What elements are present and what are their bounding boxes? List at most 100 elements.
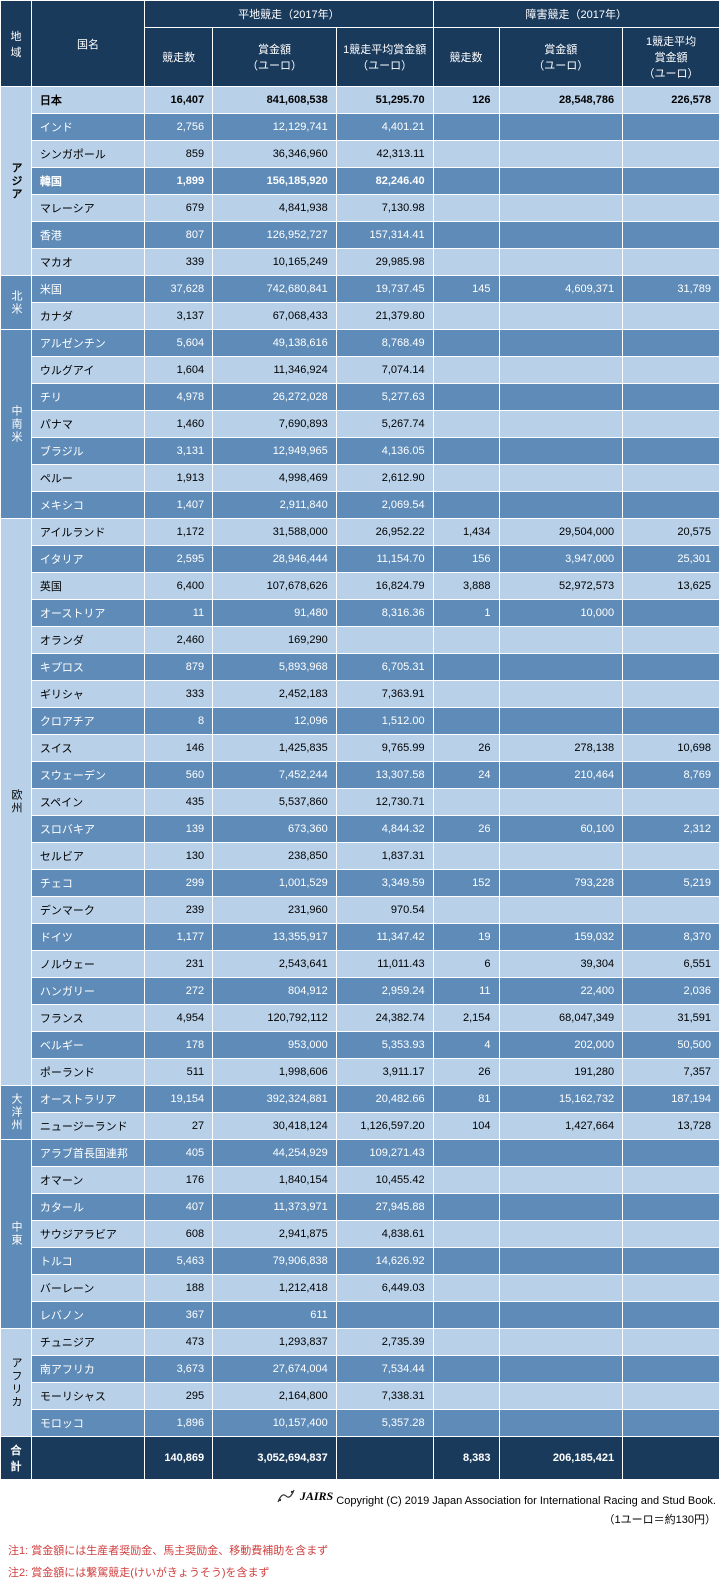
country-cell: ブラジル: [31, 438, 144, 465]
value-cell: [623, 600, 720, 627]
value-cell: [433, 1140, 499, 1167]
table-row: 北米米国37,628742,680,84119,737.451454,609,3…: [1, 276, 720, 303]
value-cell: 7,357: [623, 1059, 720, 1086]
country-cell: スイス: [31, 735, 144, 762]
value-cell: 1,427,664: [499, 1113, 623, 1140]
value-cell: [623, 168, 720, 195]
country-cell: オランダ: [31, 627, 144, 654]
value-cell: 5,463: [145, 1248, 213, 1275]
value-cell: 793,228: [499, 870, 623, 897]
value-cell: 953,000: [213, 1032, 337, 1059]
value-cell: 31,789: [623, 276, 720, 303]
value-cell: 2,460: [145, 627, 213, 654]
country-cell: オーストラリア: [31, 1086, 144, 1113]
value-cell: 26: [433, 816, 499, 843]
country-cell: キプロス: [31, 654, 144, 681]
value-cell: 2,543,641: [213, 951, 337, 978]
value-cell: [499, 1329, 623, 1356]
value-cell: [433, 249, 499, 276]
value-cell: [433, 303, 499, 330]
table-row: スウェーデン5607,452,24413,307.5824210,4648,76…: [1, 762, 720, 789]
value-cell: 202,000: [499, 1032, 623, 1059]
total-value: [623, 1437, 720, 1480]
country-cell: フランス: [31, 1005, 144, 1032]
table-row: パナマ1,4607,690,8935,267.74: [1, 411, 720, 438]
value-cell: 405: [145, 1140, 213, 1167]
table-row: フランス4,954120,792,11224,382.742,15468,047…: [1, 1005, 720, 1032]
value-cell: [499, 249, 623, 276]
table-row: スイス1461,425,8359,765.9926278,13810,698: [1, 735, 720, 762]
table-row: スペイン4355,537,86012,730.71: [1, 789, 720, 816]
value-cell: 109,271.43: [336, 1140, 433, 1167]
table-row: モーリシャス2952,164,8007,338.31: [1, 1383, 720, 1410]
value-cell: 7,534.44: [336, 1356, 433, 1383]
country-cell: モロッコ: [31, 1410, 144, 1437]
value-cell: [336, 1302, 433, 1329]
value-cell: 20,482.66: [336, 1086, 433, 1113]
value-cell: [623, 654, 720, 681]
country-cell: アルゼンチン: [31, 330, 144, 357]
value-cell: [499, 708, 623, 735]
value-cell: 191,280: [499, 1059, 623, 1086]
value-cell: 10,455.42: [336, 1167, 433, 1194]
value-cell: [336, 627, 433, 654]
country-cell: セルビア: [31, 843, 144, 870]
value-cell: 231,960: [213, 897, 337, 924]
value-cell: 1,293,837: [213, 1329, 337, 1356]
value-cell: [499, 789, 623, 816]
header-flat-prize: 賞金額 （ユーロ）: [213, 28, 337, 87]
value-cell: 970.54: [336, 897, 433, 924]
value-cell: [623, 1275, 720, 1302]
value-cell: [433, 1302, 499, 1329]
value-cell: [623, 303, 720, 330]
value-cell: 6,705.31: [336, 654, 433, 681]
value-cell: 1,126,597.20: [336, 1113, 433, 1140]
value-cell: 473: [145, 1329, 213, 1356]
table-row: 韓国1,899156,185,92082,246.40: [1, 168, 720, 195]
table-row: マカオ33910,165,24929,985.98: [1, 249, 720, 276]
value-cell: 27,674,004: [213, 1356, 337, 1383]
value-cell: [433, 1167, 499, 1194]
value-cell: [623, 1410, 720, 1437]
country-cell: ベルギー: [31, 1032, 144, 1059]
value-cell: 295: [145, 1383, 213, 1410]
value-cell: 841,608,538: [213, 87, 337, 114]
table-row: アジア日本16,407841,608,53851,295.7012628,548…: [1, 87, 720, 114]
table-row: ポーランド5111,998,6063,911.1726191,2807,357: [1, 1059, 720, 1086]
value-cell: 2,154: [433, 1005, 499, 1032]
copyright-text: Copyright (C) 2019 Japan Association for…: [336, 1495, 716, 1507]
value-cell: [623, 1302, 720, 1329]
table-row: チェコ2991,001,5293,349.59152793,2285,219: [1, 870, 720, 897]
value-cell: [433, 897, 499, 924]
value-cell: [499, 627, 623, 654]
value-cell: 7,130.98: [336, 195, 433, 222]
value-cell: 13,625: [623, 573, 720, 600]
value-cell: [623, 1221, 720, 1248]
value-cell: [433, 168, 499, 195]
value-cell: 2,735.39: [336, 1329, 433, 1356]
value-cell: [623, 357, 720, 384]
table-row: ベルギー178953,0005,353.934202,00050,500: [1, 1032, 720, 1059]
country-cell: カナダ: [31, 303, 144, 330]
country-cell: 英国: [31, 573, 144, 600]
value-cell: 36,346,960: [213, 141, 337, 168]
value-cell: 239: [145, 897, 213, 924]
country-cell: スロバキア: [31, 816, 144, 843]
value-cell: [623, 1194, 720, 1221]
value-cell: 3,947,000: [499, 546, 623, 573]
value-cell: 2,941,875: [213, 1221, 337, 1248]
value-cell: [623, 1383, 720, 1410]
header-jump-prize: 賞金額 （ユーロ）: [499, 28, 623, 87]
country-cell: ニュージーランド: [31, 1113, 144, 1140]
value-cell: 29,504,000: [499, 519, 623, 546]
value-cell: 11,154.70: [336, 546, 433, 573]
country-cell: チェコ: [31, 870, 144, 897]
country-cell: 米国: [31, 276, 144, 303]
value-cell: [499, 1221, 623, 1248]
header-jump-group: 障害競走（2017年）: [433, 1, 719, 28]
value-cell: 8,769: [623, 762, 720, 789]
value-cell: 7,690,893: [213, 411, 337, 438]
header-jump-races: 競走数: [433, 28, 499, 87]
table-row: 南アフリカ3,67327,674,0047,534.44: [1, 1356, 720, 1383]
value-cell: [433, 222, 499, 249]
